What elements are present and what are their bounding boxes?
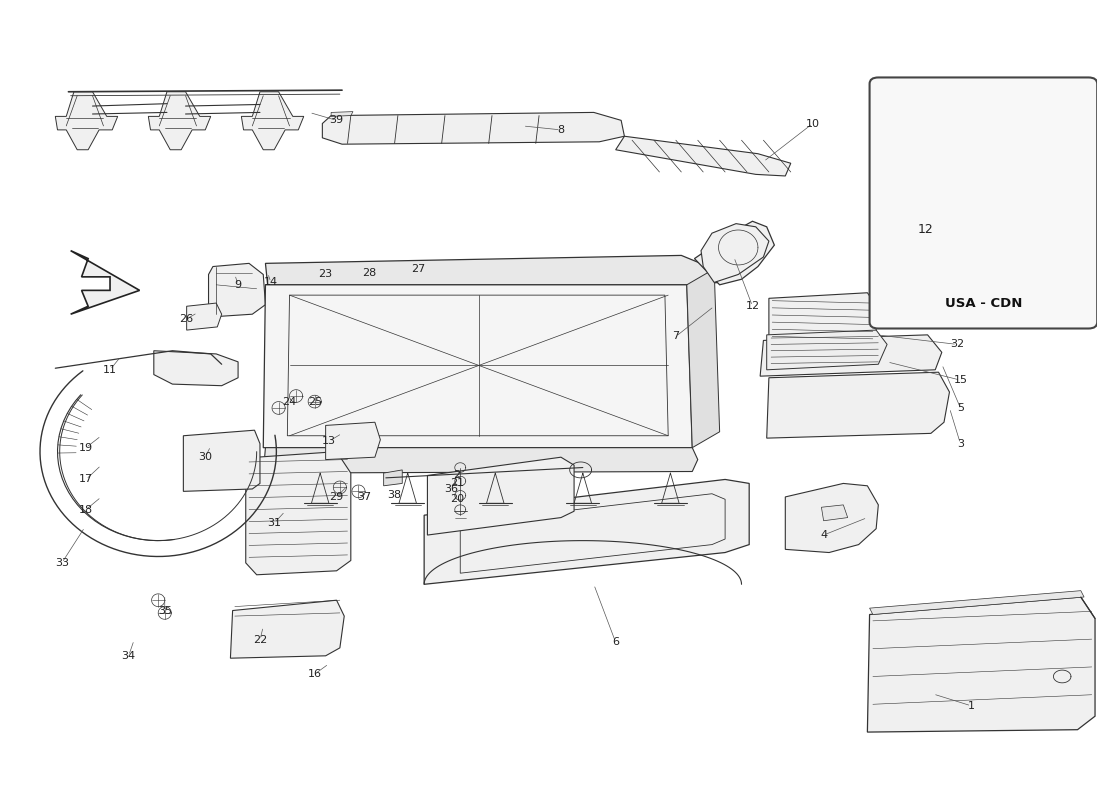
Text: 18: 18	[79, 505, 94, 514]
Text: 12: 12	[917, 222, 934, 236]
Polygon shape	[892, 108, 953, 193]
Polygon shape	[241, 92, 304, 150]
Text: 15: 15	[954, 375, 967, 385]
Text: 24: 24	[283, 397, 297, 406]
Polygon shape	[331, 112, 353, 116]
Polygon shape	[701, 224, 769, 282]
Text: 21: 21	[450, 478, 464, 489]
Text: 39: 39	[330, 115, 343, 126]
Polygon shape	[384, 470, 403, 486]
Text: 16: 16	[308, 669, 321, 679]
Polygon shape	[868, 597, 1094, 732]
Polygon shape	[616, 136, 791, 176]
Text: 38: 38	[387, 490, 402, 500]
Text: 27: 27	[411, 264, 426, 274]
Polygon shape	[785, 483, 878, 553]
Polygon shape	[769, 293, 878, 342]
Polygon shape	[767, 330, 887, 370]
Text: 8: 8	[558, 125, 564, 135]
Polygon shape	[265, 255, 719, 285]
Text: 28: 28	[362, 268, 376, 278]
Text: 9: 9	[234, 280, 242, 290]
Text: 13: 13	[322, 436, 335, 446]
Polygon shape	[686, 269, 719, 448]
Text: 6: 6	[613, 638, 619, 647]
Text: 32: 32	[950, 339, 965, 350]
Polygon shape	[767, 372, 949, 438]
Text: 35: 35	[157, 606, 172, 615]
Text: 19: 19	[79, 442, 94, 453]
Polygon shape	[245, 452, 351, 574]
Polygon shape	[230, 600, 344, 658]
Text: 25: 25	[308, 397, 322, 406]
Text: 26: 26	[179, 314, 194, 324]
Polygon shape	[148, 92, 211, 150]
Text: 10: 10	[805, 118, 820, 129]
Text: 3: 3	[957, 438, 964, 449]
Polygon shape	[760, 335, 942, 376]
Text: 7: 7	[672, 331, 680, 342]
Text: 34: 34	[122, 651, 135, 661]
Polygon shape	[870, 590, 1085, 614]
Polygon shape	[55, 92, 118, 150]
Text: 22: 22	[253, 635, 267, 645]
Text: 14: 14	[264, 278, 278, 287]
Polygon shape	[694, 222, 774, 285]
Text: 11: 11	[103, 365, 117, 375]
Polygon shape	[425, 479, 749, 584]
FancyBboxPatch shape	[870, 78, 1097, 329]
Polygon shape	[263, 285, 692, 448]
Polygon shape	[154, 350, 238, 386]
Text: 37: 37	[356, 492, 371, 502]
Text: 2: 2	[453, 470, 461, 481]
Text: 31: 31	[267, 518, 282, 528]
Polygon shape	[322, 113, 625, 144]
Text: USA - CDN: USA - CDN	[945, 297, 1022, 310]
Text: 5: 5	[957, 403, 964, 413]
Text: 17: 17	[79, 474, 94, 485]
Polygon shape	[326, 422, 381, 459]
Text: 33: 33	[55, 558, 69, 568]
Polygon shape	[263, 448, 697, 473]
Text: 36: 36	[444, 484, 459, 494]
Polygon shape	[955, 99, 1002, 128]
Text: 29: 29	[330, 492, 343, 502]
Text: 20: 20	[450, 494, 464, 504]
Text: 12: 12	[746, 302, 759, 311]
Polygon shape	[184, 430, 260, 491]
Text: 23: 23	[319, 270, 332, 279]
Text: 1: 1	[968, 701, 975, 711]
Polygon shape	[70, 250, 140, 314]
Polygon shape	[187, 303, 222, 330]
Polygon shape	[428, 457, 574, 535]
Polygon shape	[822, 505, 848, 521]
Text: 30: 30	[198, 452, 212, 462]
Polygon shape	[925, 111, 1030, 248]
Text: 4: 4	[820, 530, 827, 540]
Polygon shape	[209, 263, 265, 317]
